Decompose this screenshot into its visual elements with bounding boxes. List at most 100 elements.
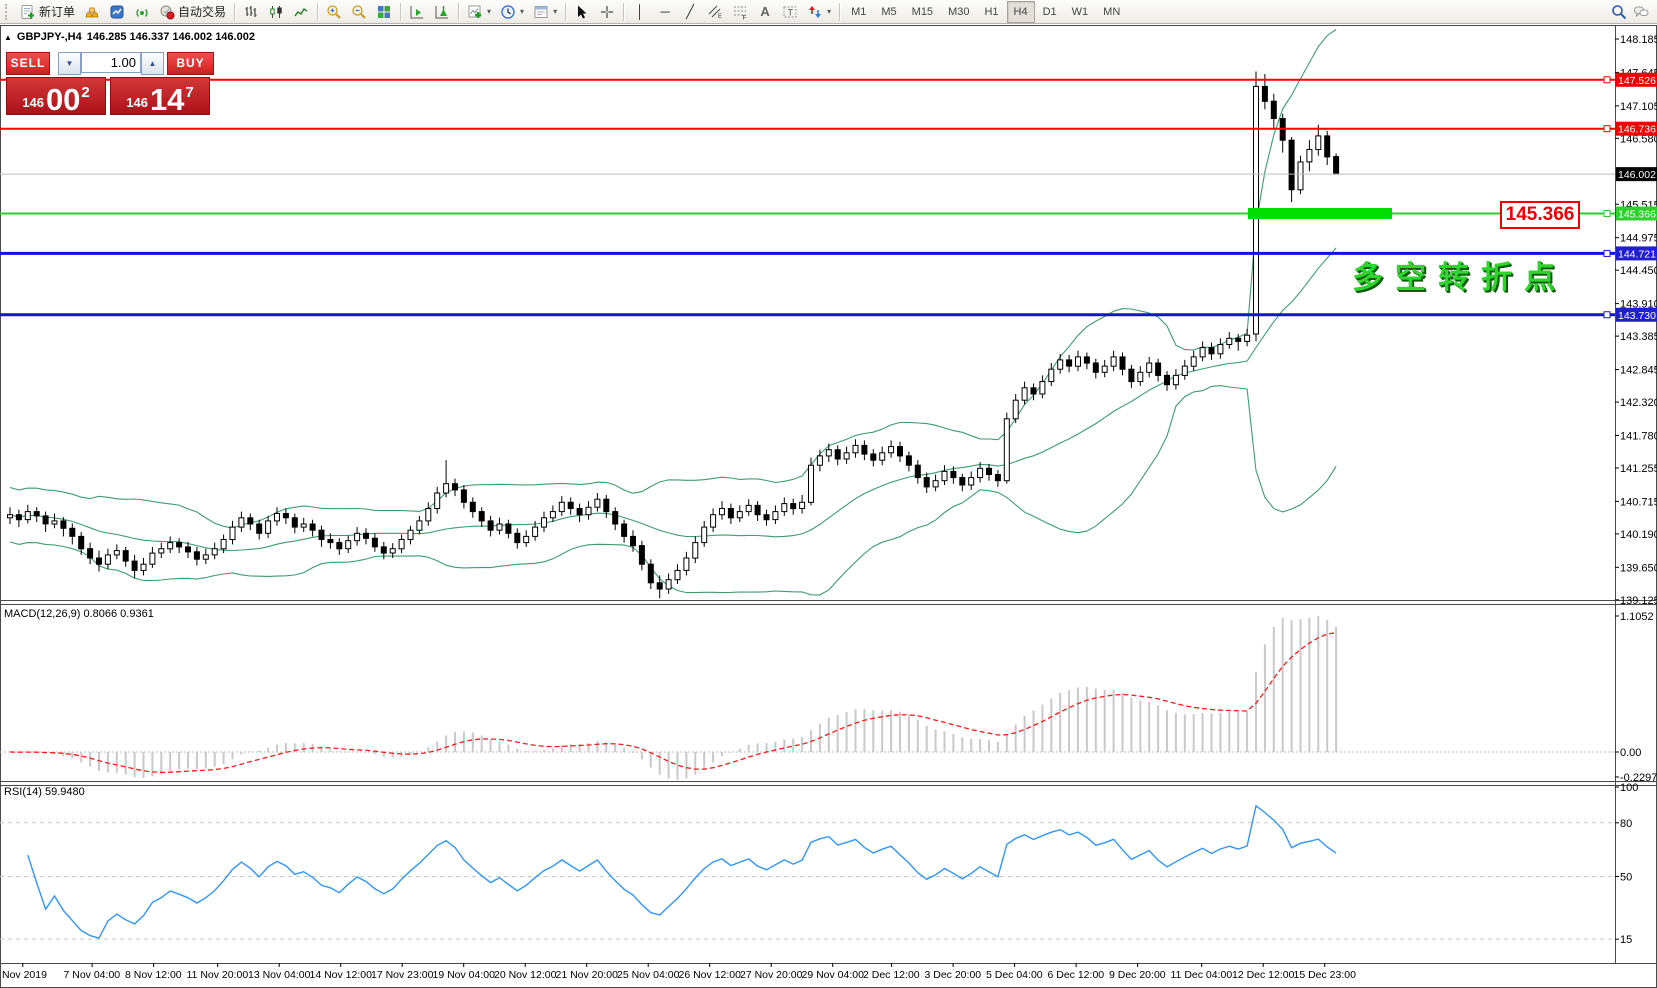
sell-price-button[interactable]: 146 00 2: [6, 77, 106, 115]
crosshair-icon: [601, 5, 614, 18]
autotrading-button[interactable]: 自动交易: [155, 1, 230, 23]
bar-chart-button[interactable]: [239, 1, 263, 23]
svg-text:144.975: 144.975: [1620, 233, 1657, 245]
new-order-button[interactable]: 新订单: [16, 1, 79, 23]
one-click-trading-panel: SELL ▼ ▲ BUY 146 00 2 146 14 7: [6, 52, 214, 115]
zoom-in-button[interactable]: [322, 1, 346, 23]
cursor-icon: [578, 5, 587, 18]
horizontal-line-button[interactable]: ─: [653, 1, 677, 23]
time-axis-label: 5 Dec 04:00: [986, 969, 1043, 981]
svg-text:142.845: 142.845: [1620, 365, 1657, 377]
svg-text:146.002: 146.002: [1618, 169, 1656, 181]
auto-scroll-button[interactable]: [405, 1, 429, 23]
buy-price-sup: 7: [185, 84, 194, 101]
zoom-out-icon: [352, 4, 366, 19]
terminal-icon: [110, 5, 124, 18]
svg-text:15: 15: [1620, 934, 1632, 946]
oneclick-collapse-icon[interactable]: ▲: [4, 32, 12, 42]
time-axis-label: 17 Nov 23:00: [371, 969, 434, 981]
indicators-button[interactable]: ▾: [463, 1, 495, 23]
channel-button[interactable]: E: [703, 1, 727, 23]
volume-increase-button[interactable]: ▲: [141, 52, 164, 75]
new-order-icon: [21, 4, 34, 19]
toolbar-grip[interactable]: [5, 3, 12, 20]
time-axis-label: 9 Dec 20:00: [1109, 969, 1166, 981]
sell-button[interactable]: SELL: [6, 52, 50, 75]
signals-icon: [136, 8, 148, 17]
svg-text:146.736: 146.736: [1618, 124, 1656, 136]
chart-ohlc-values: 146.285 146.337 146.002 146.002: [86, 31, 255, 43]
time-axis-label: 19 Nov 04:00: [432, 969, 495, 981]
crosshair-button[interactable]: [595, 1, 619, 23]
time-axis-label: 21 Nov 20:00: [555, 969, 618, 981]
timeframe-m5[interactable]: M5: [881, 5, 897, 18]
axis-price-label: [1616, 72, 1657, 87]
templates-button[interactable]: ▾: [529, 1, 561, 23]
timeframe-m15[interactable]: M15: [911, 5, 934, 18]
timeframe-m30[interactable]: M30: [948, 5, 970, 18]
trendline-button[interactable]: ╱: [678, 1, 702, 23]
timeframe-mn[interactable]: MN: [1103, 5, 1121, 18]
svg-text:141.255: 141.255: [1620, 463, 1657, 475]
turning-point-annotation[interactable]: 多空转折点: [1352, 260, 1567, 295]
macd-histogram: [17, 616, 1338, 780]
time-axis-label: 25 Nov 04:00: [617, 969, 680, 981]
axis-price-label: [1616, 206, 1657, 221]
timeframe-d1[interactable]: D1: [1042, 5, 1057, 18]
sell-price-main: 00: [45, 82, 81, 117]
search-icon[interactable]: [1611, 4, 1627, 20]
svg-text:140.715: 140.715: [1620, 496, 1657, 508]
main-toolbar: 新订单 自动交易: [0, 0, 1657, 24]
volume-decrease-button[interactable]: ▼: [58, 52, 81, 75]
axis-price-label: [1616, 167, 1657, 182]
line-chart-button[interactable]: [289, 1, 313, 23]
indicators-icon: [468, 5, 482, 18]
text-button[interactable]: A: [753, 1, 777, 23]
horizontal-line-icon: ─: [660, 4, 670, 19]
svg-text:144.450: 144.450: [1620, 265, 1657, 277]
time-axis-label: 14 Nov 12:00: [309, 969, 372, 981]
market-button[interactable]: [80, 1, 104, 23]
text-label-button[interactable]: T: [778, 1, 802, 23]
candlestick-icon: [270, 5, 282, 18]
axis-price-label: [1616, 246, 1657, 261]
timeframe-w1[interactable]: W1: [1071, 5, 1089, 18]
indicators-caret[interactable]: ▾: [487, 7, 492, 16]
chat-icon[interactable]: [1633, 4, 1649, 20]
zoom-out-button[interactable]: [347, 1, 371, 23]
equidistant-channel-icon: E: [708, 5, 722, 20]
price-callout-box[interactable]: 145.366: [1500, 201, 1580, 229]
terminal-button[interactable]: [105, 1, 129, 23]
arrows-button[interactable]: ▾: [803, 1, 835, 23]
arrows-caret[interactable]: ▾: [827, 7, 832, 16]
time-axis-label: 11 Dec 04:00: [1170, 969, 1233, 981]
svg-text:0.00: 0.00: [1620, 747, 1641, 759]
cursor-button[interactable]: [570, 1, 594, 23]
time-axis-label: 12 Dec 12:00: [1232, 969, 1295, 981]
timeframe-h1[interactable]: H1: [984, 5, 999, 18]
candlestick-button[interactable]: [264, 1, 288, 23]
periods-clock-icon: [501, 4, 515, 19]
timeframe-m1[interactable]: M1: [851, 5, 867, 18]
zoom-in-icon: [327, 4, 341, 19]
chart-shift-button[interactable]: [430, 1, 454, 23]
tile-windows-button[interactable]: [372, 1, 396, 23]
signals-button[interactable]: [130, 1, 154, 23]
sell-price-sup: 2: [81, 84, 90, 101]
buy-price-button[interactable]: 146 14 7: [110, 77, 210, 115]
fibonacci-button[interactable]: F: [728, 1, 752, 23]
periods-caret[interactable]: ▾: [520, 7, 525, 16]
templates-caret[interactable]: ▾: [553, 7, 558, 16]
timeframe-h4[interactable]: H4: [1006, 0, 1035, 23]
buy-button[interactable]: BUY: [167, 52, 214, 75]
svg-text:143.385: 143.385: [1620, 331, 1657, 343]
svg-text:140.190: 140.190: [1620, 529, 1657, 541]
periods-button[interactable]: ▾: [496, 1, 528, 23]
chart-canvas[interactable]: 148.185147.645147.105146.580145.515144.9…: [0, 24, 1657, 988]
volume-input[interactable]: [81, 52, 141, 73]
vertical-line-button[interactable]: │: [628, 1, 652, 23]
chart-symbol-label: GBPJPY-,H4: [16, 31, 82, 43]
fibonacci-icon: F: [734, 6, 747, 20]
channel-letter: E: [718, 14, 722, 20]
